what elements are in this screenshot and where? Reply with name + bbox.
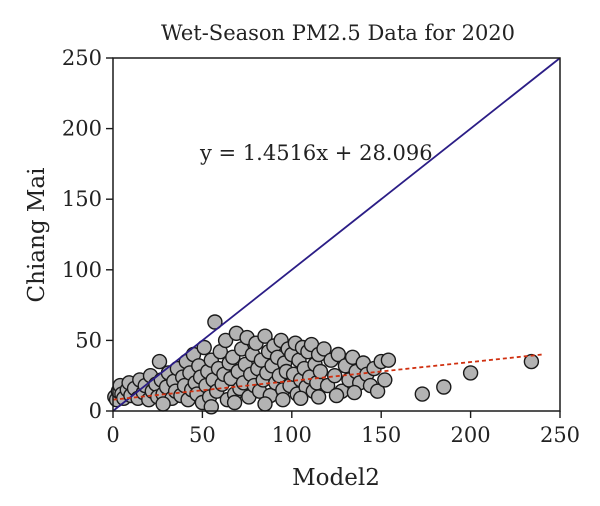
data-point — [226, 394, 243, 411]
data-point — [369, 383, 386, 399]
chart-title: Wet-Season PM2.5 Data for 2020 — [161, 21, 515, 45]
axes-layer: 0 50 100 150 200 250 0 50 100 150 200 250 — [62, 46, 580, 447]
data-point — [377, 372, 393, 388]
data-point — [310, 389, 327, 405]
x-tick-label: 0 — [106, 423, 119, 447]
data-point — [523, 353, 540, 370]
x-axis-label: Model2 — [292, 465, 380, 491]
y-tick-label: 250 — [62, 46, 102, 70]
x-tick-label: 150 — [361, 423, 401, 447]
data-point — [414, 386, 430, 402]
plot-frame — [112, 57, 561, 412]
data-point — [257, 328, 273, 344]
data-point — [196, 339, 212, 356]
y-tick-label: 0 — [89, 399, 102, 423]
data-point — [330, 346, 346, 363]
identity-line — [112, 57, 561, 412]
data-point — [155, 396, 171, 412]
data-point — [380, 352, 397, 368]
data-point — [328, 387, 345, 404]
x-tick-label: 200 — [451, 423, 491, 447]
data-point — [312, 363, 329, 380]
data-point — [462, 365, 479, 381]
y-tick-label: 50 — [75, 328, 102, 352]
data-point — [346, 384, 363, 401]
y-tick-label: 100 — [62, 258, 102, 282]
regression-equation: y = 1.4516x + 28.096 — [199, 141, 433, 165]
x-tick-label: 250 — [540, 423, 580, 447]
x-tick-label: 100 — [272, 423, 312, 447]
data-point — [316, 341, 332, 357]
data-point — [151, 353, 168, 370]
data-point — [436, 379, 452, 395]
data-point — [217, 332, 234, 349]
data-point — [207, 314, 223, 330]
y-tick-label: 200 — [62, 117, 102, 141]
data-point — [293, 390, 309, 406]
lines-layer — [112, 57, 561, 412]
points-layer — [107, 314, 540, 415]
data-point — [327, 368, 343, 384]
y-axis-label: Chiang Mai — [24, 168, 50, 303]
x-tick-label: 50 — [189, 423, 216, 447]
trend-line — [112, 353, 543, 401]
y-tick-label: 150 — [62, 187, 102, 211]
data-point — [257, 396, 273, 412]
data-point — [275, 392, 291, 408]
